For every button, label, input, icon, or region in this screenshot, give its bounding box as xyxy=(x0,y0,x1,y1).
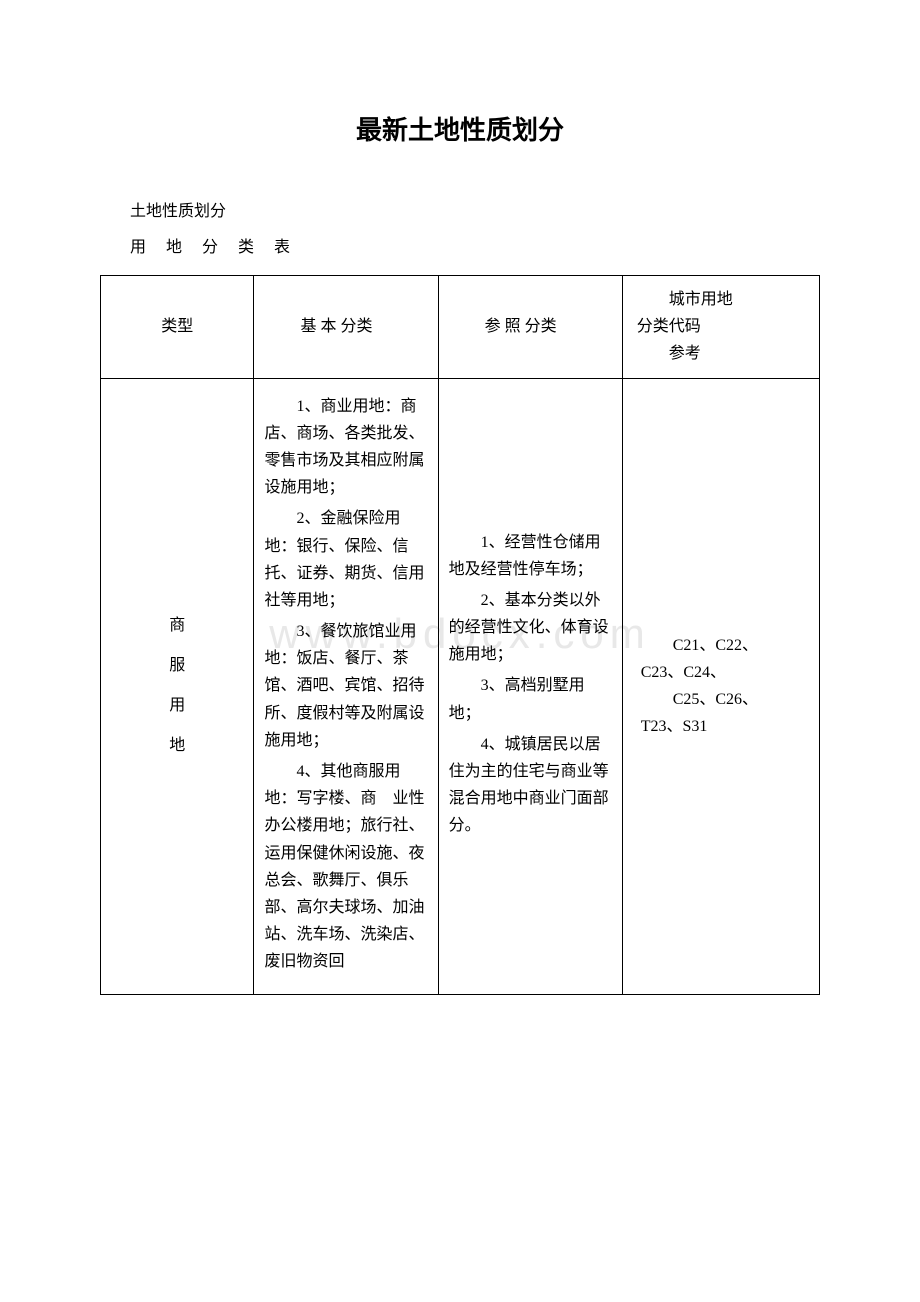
ref-para-4: 4、城镇居民以居住为主的住宅与商业等混合用地中商业门面部分。 xyxy=(449,731,612,840)
table-heading: 用 地 分 类 表 xyxy=(130,233,820,257)
header-code-line1: 城市用地 xyxy=(637,286,811,313)
code-cell: C21、C22、 C23、C24、 C25、C26、 T23、S31 xyxy=(622,378,819,994)
code-line-2: C23、C24、 xyxy=(641,659,811,686)
basic-para-2: 2、金融保险用地：银行、保险、信托、证券、期货、信用社等用地； xyxy=(264,505,427,614)
ref-para-3: 3、高档别墅用地； xyxy=(449,672,612,726)
basic-para-4: 4、其他商服用地：写字楼、商 业性办公楼用地；旅行社、运用保健休闲设施、夜总会、… xyxy=(264,758,427,976)
land-classification-table: 类型 基 本 分类 参 照 分类 城市用地 分类代码 参考 商 服 用 地 1、… xyxy=(100,275,820,995)
type-char-1: 商 xyxy=(121,606,233,646)
type-char-2: 服 xyxy=(121,646,233,686)
header-code-line2: 分类代码 xyxy=(637,313,811,340)
page-title: 最新土地性质划分 xyxy=(100,110,820,147)
type-char-3: 用 xyxy=(121,686,233,726)
header-reference: 参 照 分类 xyxy=(438,276,622,379)
ref-para-2: 2、基本分类以外的经营性文化、体育设施用地； xyxy=(449,587,612,669)
basic-para-1: 1、商业用地：商店、商场、各类批发、零售市场及其相应附属设施用地； xyxy=(264,393,427,502)
header-basic: 基 本 分类 xyxy=(254,276,438,379)
header-code: 城市用地 分类代码 参考 xyxy=(622,276,819,379)
table-row: 商 服 用 地 1、商业用地：商店、商场、各类批发、零售市场及其相应附属设施用地… xyxy=(101,378,820,994)
table-header-row: 类型 基 本 分类 参 照 分类 城市用地 分类代码 参考 xyxy=(101,276,820,379)
ref-para-1: 1、经营性仓储用地及经营性停车场； xyxy=(449,529,612,583)
code-line-4: T23、S31 xyxy=(641,713,811,740)
header-code-line3: 参考 xyxy=(637,340,811,367)
code-line-3: C25、C26、 xyxy=(641,686,811,713)
code-line-1: C21、C22、 xyxy=(641,632,811,659)
subtitle: 土地性质划分 xyxy=(130,197,820,221)
type-cell: 商 服 用 地 xyxy=(101,378,254,994)
basic-cell: 1、商业用地：商店、商场、各类批发、零售市场及其相应附属设施用地； 2、金融保险… xyxy=(254,378,438,994)
type-char-4: 地 xyxy=(121,726,233,766)
basic-para-3: 3、餐饮旅馆业用地：饭店、餐厅、茶馆、酒吧、宾馆、招待所、度假村等及附属设施用地… xyxy=(264,618,427,754)
header-type: 类型 xyxy=(101,276,254,379)
reference-cell: 1、经营性仓储用地及经营性停车场； 2、基本分类以外的经营性文化、体育设施用地；… xyxy=(438,378,622,994)
